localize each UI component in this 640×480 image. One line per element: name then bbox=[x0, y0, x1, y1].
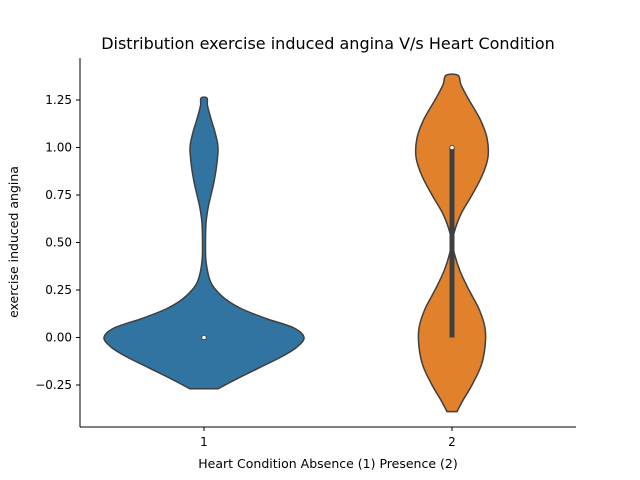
violin-layer bbox=[103, 73, 490, 413]
y-tick-label: 1.25 bbox=[45, 93, 72, 107]
y-tick-label: 0.50 bbox=[45, 236, 72, 250]
median-point-1 bbox=[201, 334, 207, 341]
x-tick-label: 1 bbox=[200, 435, 208, 449]
y-tick-label: 0.75 bbox=[45, 188, 72, 202]
x-axis-label: Heart Condition Absence (1) Presence (2) bbox=[198, 456, 457, 471]
violin-body-1 bbox=[103, 96, 305, 390]
median-point-2 bbox=[449, 144, 455, 151]
chart-title: Distribution exercise induced angina V/s… bbox=[101, 34, 555, 53]
y-tick-label: 1.00 bbox=[45, 141, 72, 155]
y-axis-ticks: −0.25 0.00 0.25 0.50 0.75 1.00 1.25 bbox=[35, 93, 80, 392]
y-axis-label: exercise induced angina bbox=[6, 166, 21, 318]
y-tick-label: 0.25 bbox=[45, 283, 72, 297]
y-tick-label: −0.25 bbox=[35, 378, 72, 392]
y-tick-label: 0.00 bbox=[45, 331, 72, 345]
x-tick-label: 2 bbox=[448, 435, 456, 449]
